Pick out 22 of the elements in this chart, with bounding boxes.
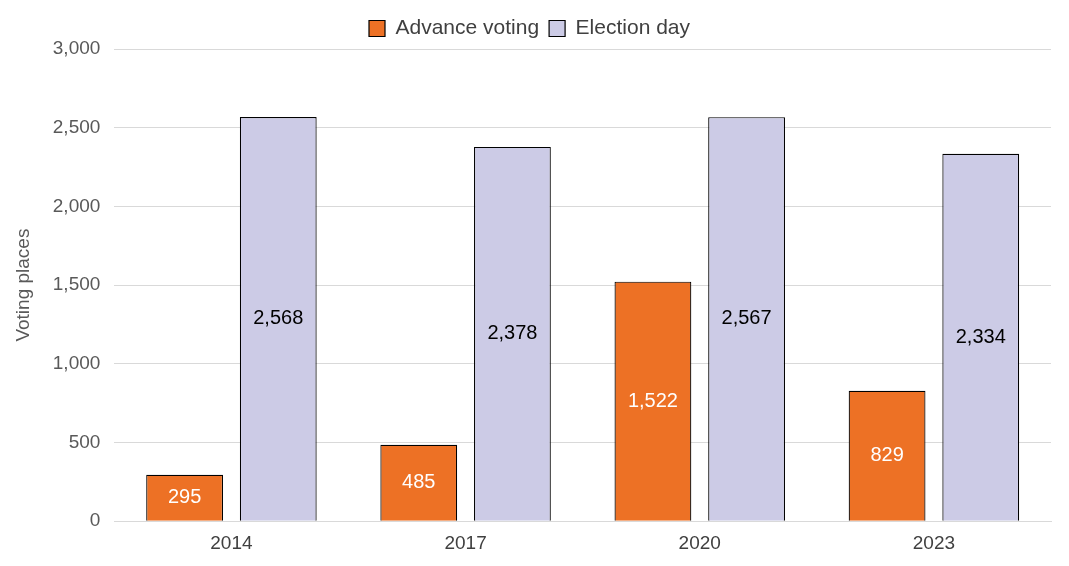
y-axis-title: Voting places xyxy=(11,228,33,342)
legend-label: Advance voting xyxy=(395,15,540,39)
data-label: 295 xyxy=(167,485,202,508)
y-tick-label: 500 xyxy=(68,430,101,452)
x-tick-label: 2017 xyxy=(444,531,487,553)
y-tick-label: 1,500 xyxy=(52,273,101,295)
y-tick-label: 2,500 xyxy=(52,115,101,137)
data-label: 2,567 xyxy=(721,306,772,329)
legend-label: Election day xyxy=(575,15,691,39)
y-tick-label: 3,000 xyxy=(52,37,101,59)
data-label: 2,334 xyxy=(955,324,1006,347)
x-tick-label: 2014 xyxy=(210,531,253,553)
y-tick-label: 1,000 xyxy=(52,352,101,374)
x-tick-label: 2020 xyxy=(678,531,721,553)
data-label: 1,522 xyxy=(627,388,678,411)
y-tick-label: 0 xyxy=(89,509,101,531)
data-label: 2,378 xyxy=(487,321,538,344)
data-label: 829 xyxy=(870,443,904,466)
data-label: 485 xyxy=(402,470,436,493)
y-tick-label: 2,000 xyxy=(52,194,101,216)
data-label: 2,568 xyxy=(253,306,304,329)
x-tick-label: 2023 xyxy=(912,531,956,553)
